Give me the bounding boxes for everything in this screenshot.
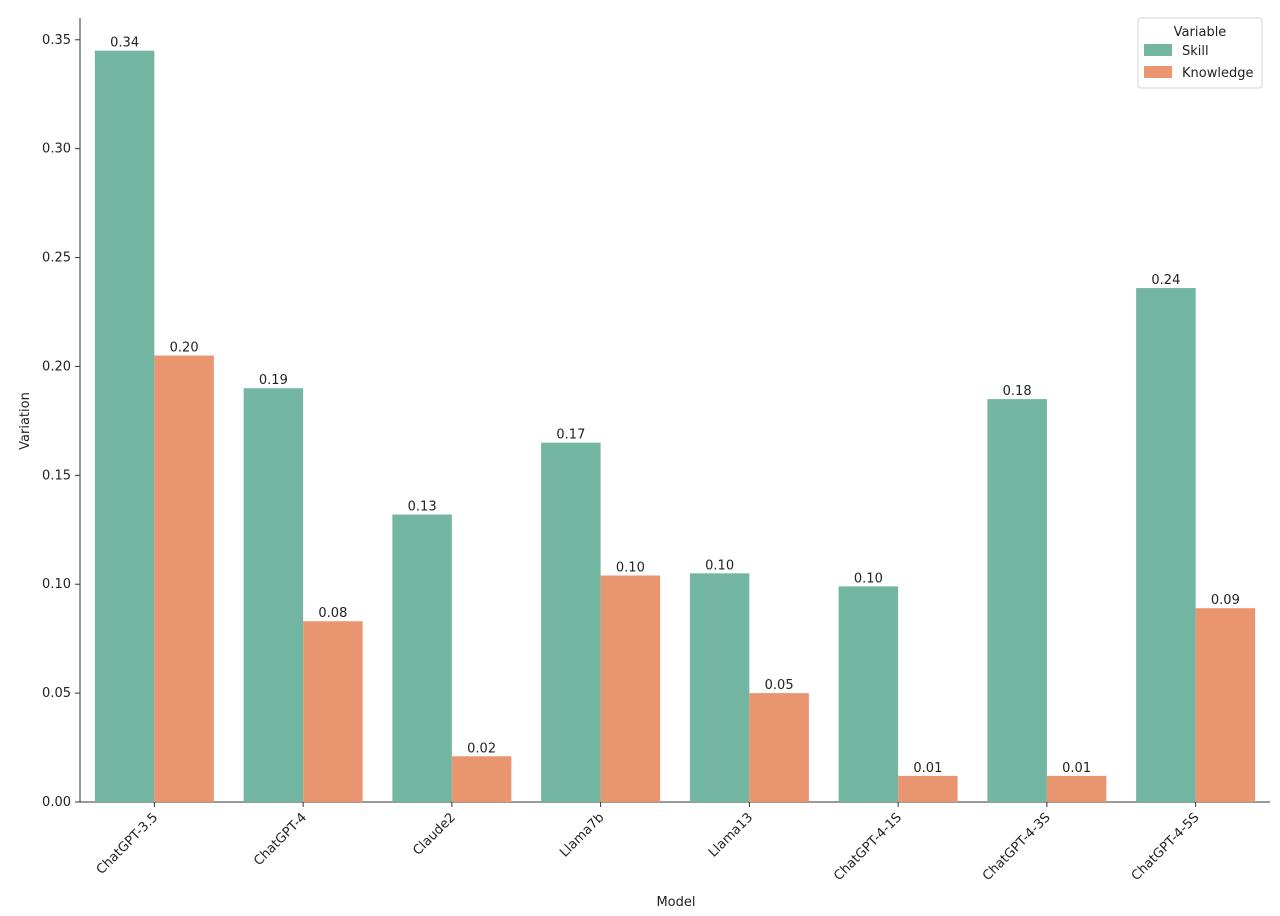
y-tick-label: 0.15: [42, 468, 71, 483]
bar-value-label: 0.01: [913, 761, 942, 776]
bar-knowledge-6: [1046, 775, 1107, 802]
bar-knowledge-7: [1195, 608, 1256, 802]
bar-value-label: 0.10: [616, 561, 645, 576]
bar-skill-1: [243, 388, 304, 802]
bar-value-label: 0.10: [705, 558, 734, 573]
y-axis-title: Variation: [18, 392, 33, 450]
bar-knowledge-4: [749, 693, 809, 802]
x-tick-label: Llama13: [706, 810, 756, 860]
x-tick-label: ChatGPT-4: [251, 810, 310, 869]
bar-knowledge-5: [898, 775, 958, 802]
bar-value-label: 0.09: [1211, 593, 1240, 608]
bar-skill-6: [987, 399, 1047, 802]
bar-value-label: 0.05: [765, 678, 794, 693]
bar-knowledge-0: [154, 355, 214, 802]
y-tick-label: 0.30: [42, 142, 71, 157]
y-axis: 0.00 0.05 0.10 0.15 0.20 0.25 0.30 0.35: [42, 18, 81, 810]
x-tick-label: ChatGPT-4-3S: [980, 810, 1054, 884]
legend-label-skill: Skill: [1182, 44, 1209, 59]
bar-skill-3: [541, 442, 601, 802]
bar-value-label: 0.34: [110, 36, 139, 51]
bar-skill-4: [689, 573, 750, 802]
y-tick-label: 0.25: [42, 251, 71, 266]
bar-value-label: 0.24: [1151, 273, 1180, 288]
bar-skill-7: [1136, 288, 1196, 802]
bar-skill-0: [94, 50, 155, 802]
x-tick-label: Llama7b: [557, 810, 607, 860]
bar-skill-5: [838, 586, 899, 802]
legend: Variable Skill Knowledge: [1137, 17, 1263, 89]
bar-knowledge-1: [303, 621, 363, 802]
bar-value-label: 0.10: [854, 571, 883, 586]
y-tick-label: 0.20: [42, 359, 71, 374]
bar-value-label: 0.01: [1062, 761, 1091, 776]
bar-value-label: 0.13: [408, 500, 437, 515]
bars: [94, 50, 1256, 802]
y-tick-label: 0.10: [42, 577, 71, 592]
bar-value-labels: 0.34 0.19 0.13 0.17 0.10 0.10 0.18 0.24 0.20 0.08…: [110, 36, 1240, 776]
bar-value-label: 0.08: [318, 606, 347, 621]
legend-swatch-knowledge: [1144, 66, 1172, 78]
bar-knowledge-3: [600, 575, 661, 802]
legend-swatch-skill: [1144, 44, 1172, 56]
x-tick-label: ChatGPT-3.5: [94, 810, 161, 877]
bar-value-label: 0.20: [170, 341, 199, 356]
bar-knowledge-2: [451, 756, 512, 802]
bar-value-label: 0.18: [1003, 384, 1032, 399]
x-tick-label: ChatGPT-4-5S: [1129, 810, 1203, 884]
legend-title: Variable: [1174, 25, 1227, 40]
x-tick-label: ChatGPT-4-1S: [831, 810, 905, 884]
bar-value-label: 0.17: [556, 428, 585, 443]
y-tick-label: 0.35: [42, 33, 71, 48]
bar-skill-2: [392, 514, 452, 802]
y-tick-label: 0.05: [42, 686, 71, 701]
x-tick-label: Claude2: [410, 810, 458, 858]
legend-label-knowledge: Knowledge: [1182, 66, 1253, 81]
x-axis: ChatGPT-3.5 ChatGPT-4 Claude2 Llama7b Llama1…: [80, 801, 1270, 884]
x-axis-title: Model: [656, 895, 695, 910]
y-tick-label: 0.00: [42, 795, 71, 810]
bar-value-label: 0.19: [259, 373, 288, 388]
bar-value-label: 0.02: [467, 741, 496, 756]
